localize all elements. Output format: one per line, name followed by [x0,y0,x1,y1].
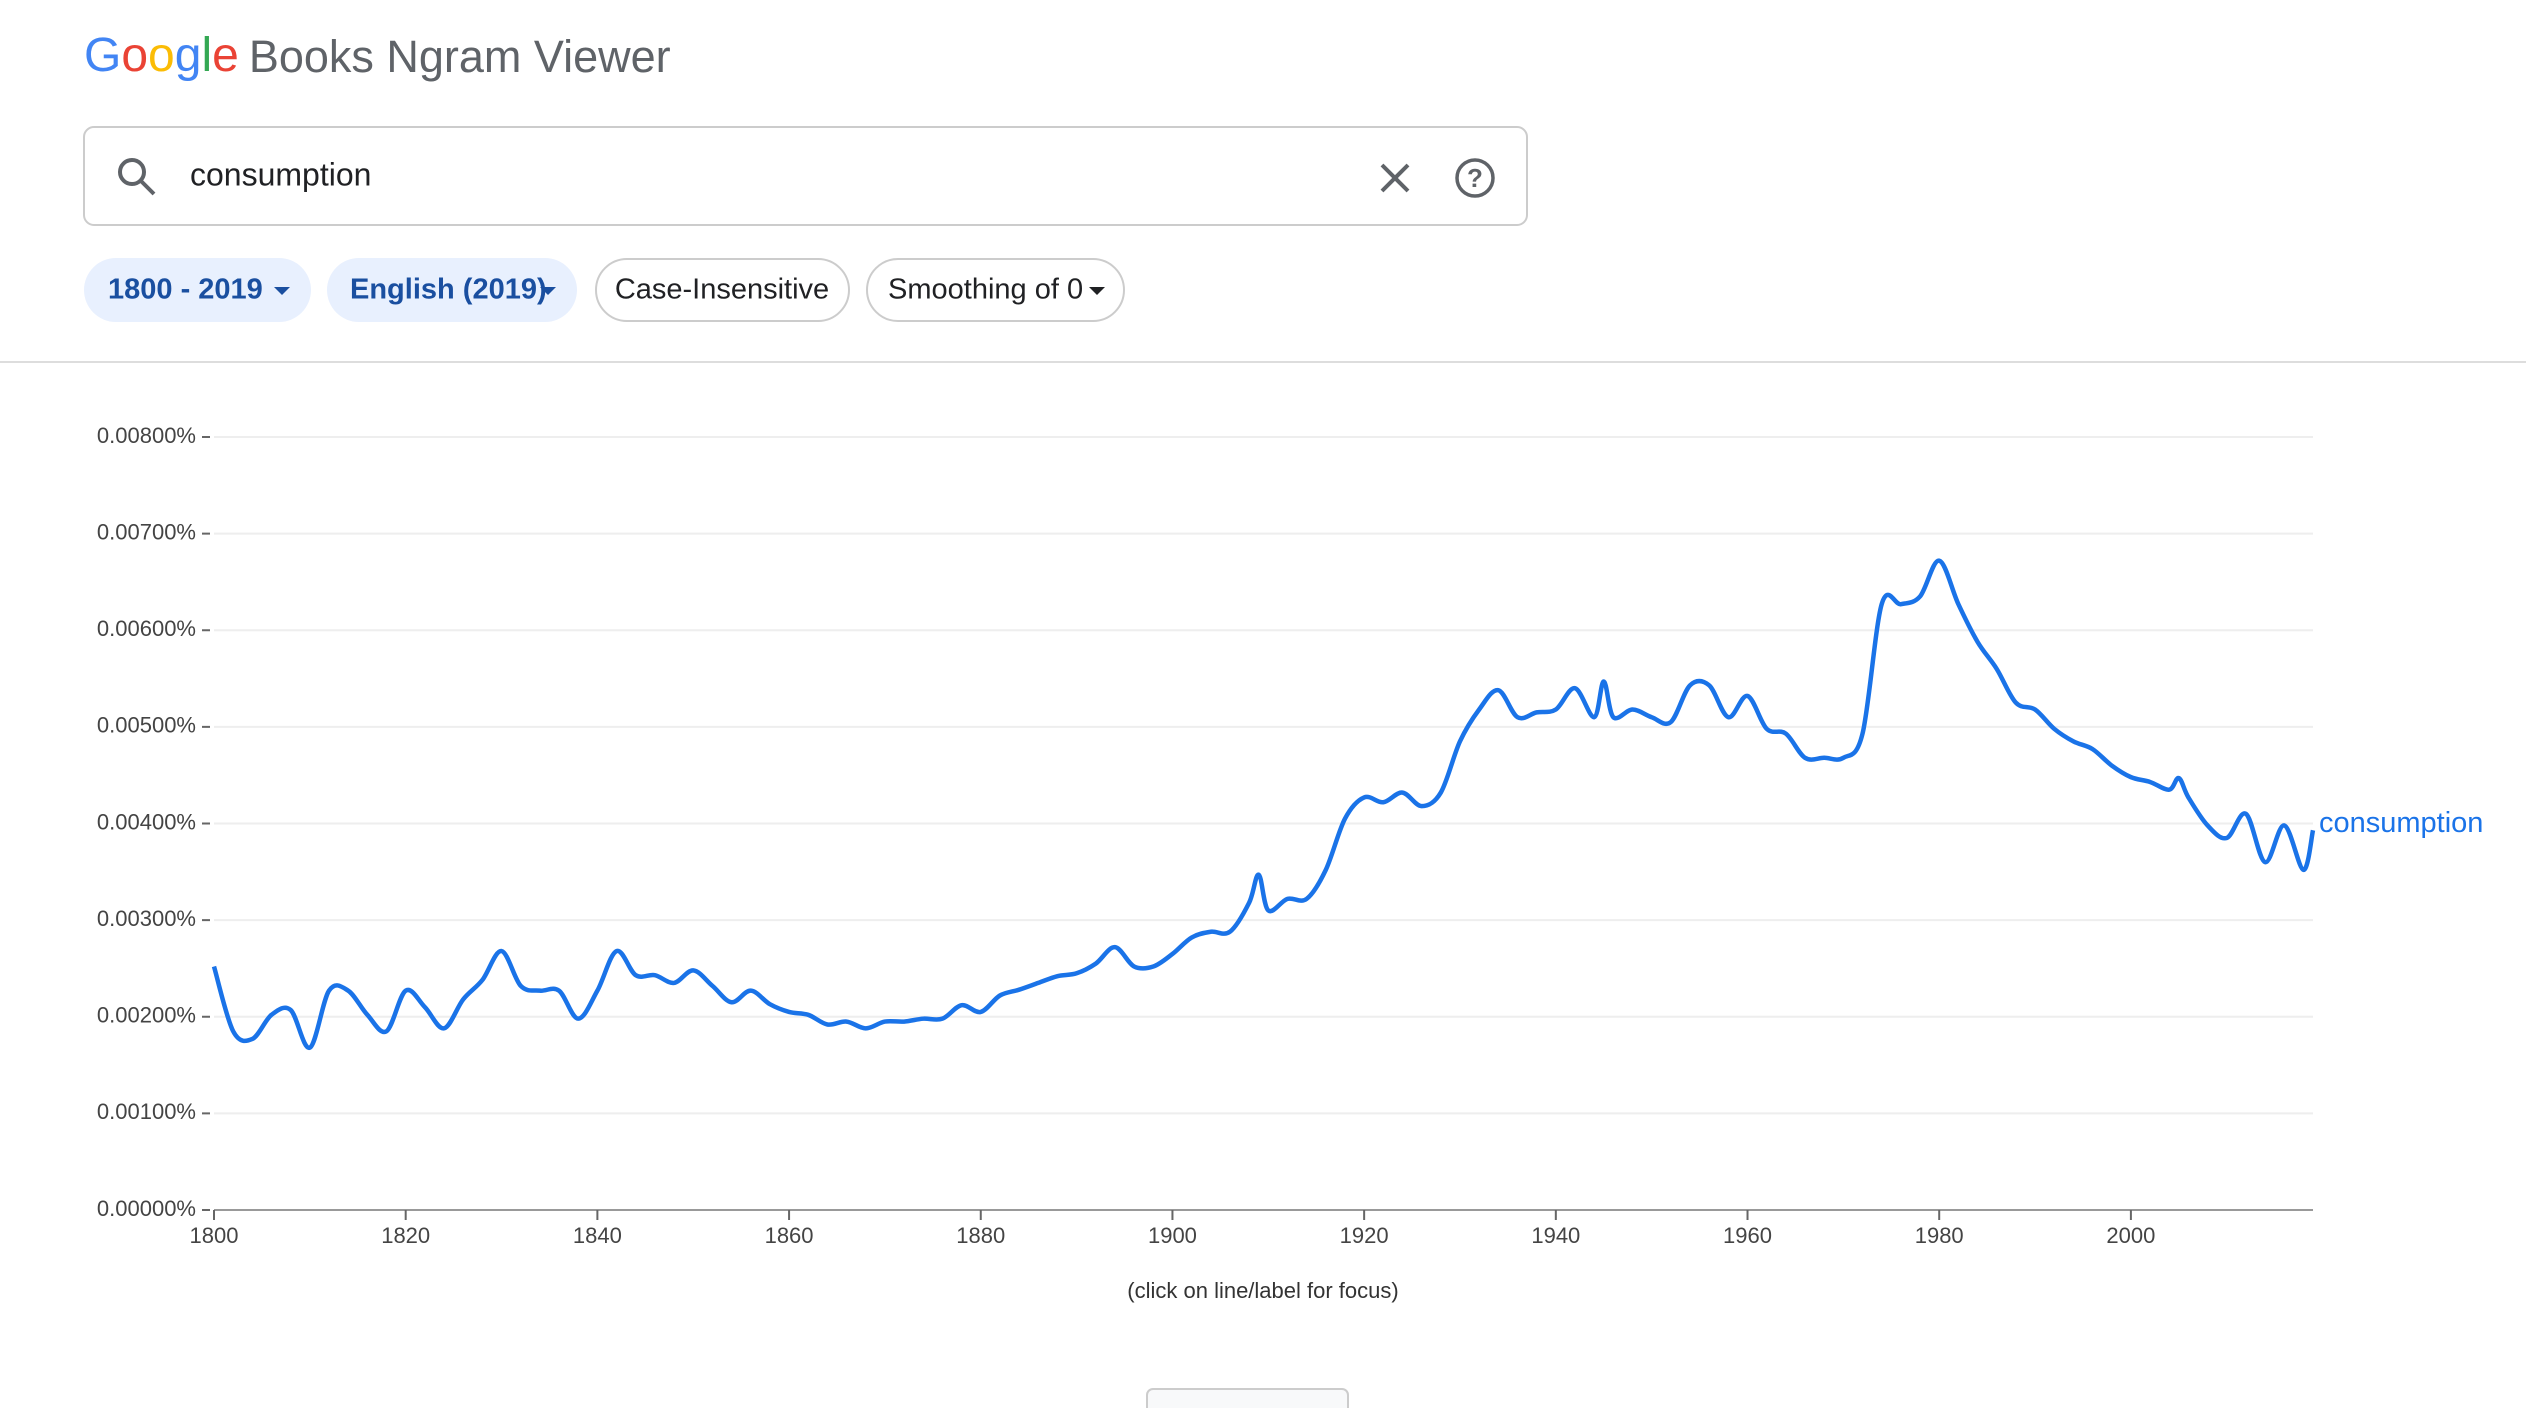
y-tick-label: 0.00200% [97,1003,196,1028]
y-tick-label: 0.00400% [97,809,196,834]
x-tick-label: 1820 [381,1223,430,1248]
x-tick-label: 2000 [2106,1223,2155,1248]
y-tick-label: 0.00800% [97,423,196,448]
y-tick-label: 0.00100% [97,1099,196,1124]
y-tick-label: 0.00600% [97,616,196,641]
dropdown-arrow [1089,287,1105,295]
filter-chip[interactable] [327,258,577,322]
x-tick-label: 1960 [1723,1223,1772,1248]
y-tick-label: 0.00300% [97,906,196,931]
x-tick-label: 1940 [1531,1223,1580,1248]
filter-chip[interactable] [866,258,1125,322]
x-tick-label: 1920 [1340,1223,1389,1248]
dropdown-arrow [540,287,556,295]
series-label[interactable]: consumption [2319,807,2483,839]
x-tick-label: 1980 [1915,1223,1964,1248]
y-tick-label: 0.00500% [97,713,196,738]
app-title: Books Ngram Viewer [249,31,671,82]
chart-note: (click on line/label for focus) [1127,1278,1398,1303]
y-tick-label: 0.00000% [97,1196,196,1221]
x-tick-label: 1880 [956,1223,1005,1248]
x-tick-label: 1840 [573,1223,622,1248]
filter-chip[interactable] [595,258,850,322]
search-query[interactable]: consumption [190,156,371,192]
filter-chip[interactable] [84,258,311,322]
chip-label: Case-Insensitive [615,274,829,306]
search-icon [118,158,156,196]
chip-label: Smoothing of 0 [888,274,1083,306]
y-tick-label: 0.00700% [97,519,196,544]
data-line[interactable] [211,558,2316,1050]
dropdown-arrow [274,287,290,295]
google-logo: Google [84,29,239,82]
x-tick-label: 1800 [190,1223,239,1248]
button[interactable] [1146,1388,1349,1408]
x-tick-label: 1900 [1148,1223,1197,1248]
clear-button[interactable] [1380,163,1410,193]
search-box[interactable] [83,126,1528,226]
svg-text:?: ? [1467,163,1483,193]
chip-label: 1800 - 2019 [108,274,263,306]
x-tick-label: 1860 [765,1223,814,1248]
help-button[interactable]: ? [1455,158,1495,198]
chip-label: English (2019) [350,274,547,306]
